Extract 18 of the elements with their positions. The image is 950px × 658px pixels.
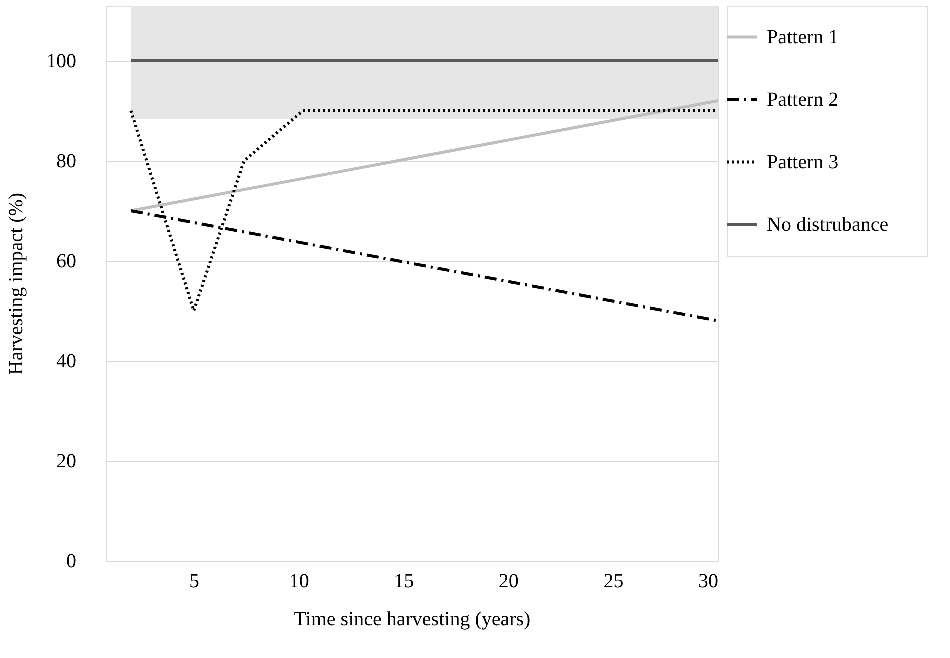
legend-label: Pattern 1 xyxy=(767,26,839,48)
y-tick-label: 20 xyxy=(56,450,76,472)
legend-label: Pattern 3 xyxy=(767,151,839,174)
x-tick-label: 20 xyxy=(498,570,519,592)
y-tick-label: 60 xyxy=(56,250,76,272)
x-tick-label: 15 xyxy=(394,570,414,592)
x-axis-title: Time since harvesting (years) xyxy=(294,608,531,630)
y-tick-label: 100 xyxy=(46,50,76,72)
y-tick-label: 40 xyxy=(56,350,76,372)
y-axis-title: Harvesting impact (%) xyxy=(6,192,28,376)
legend-label: Pattern 2 xyxy=(767,88,839,111)
x-tick-label: 10 xyxy=(289,570,310,592)
x-tick-label: 5 xyxy=(190,570,200,592)
legend-label: No distrubance xyxy=(767,214,889,236)
y-tick-label: 80 xyxy=(56,150,76,172)
x-tick-label: 30 xyxy=(698,570,718,592)
x-tick-label: 25 xyxy=(604,570,624,592)
y-tick-label: 0 xyxy=(66,550,76,572)
